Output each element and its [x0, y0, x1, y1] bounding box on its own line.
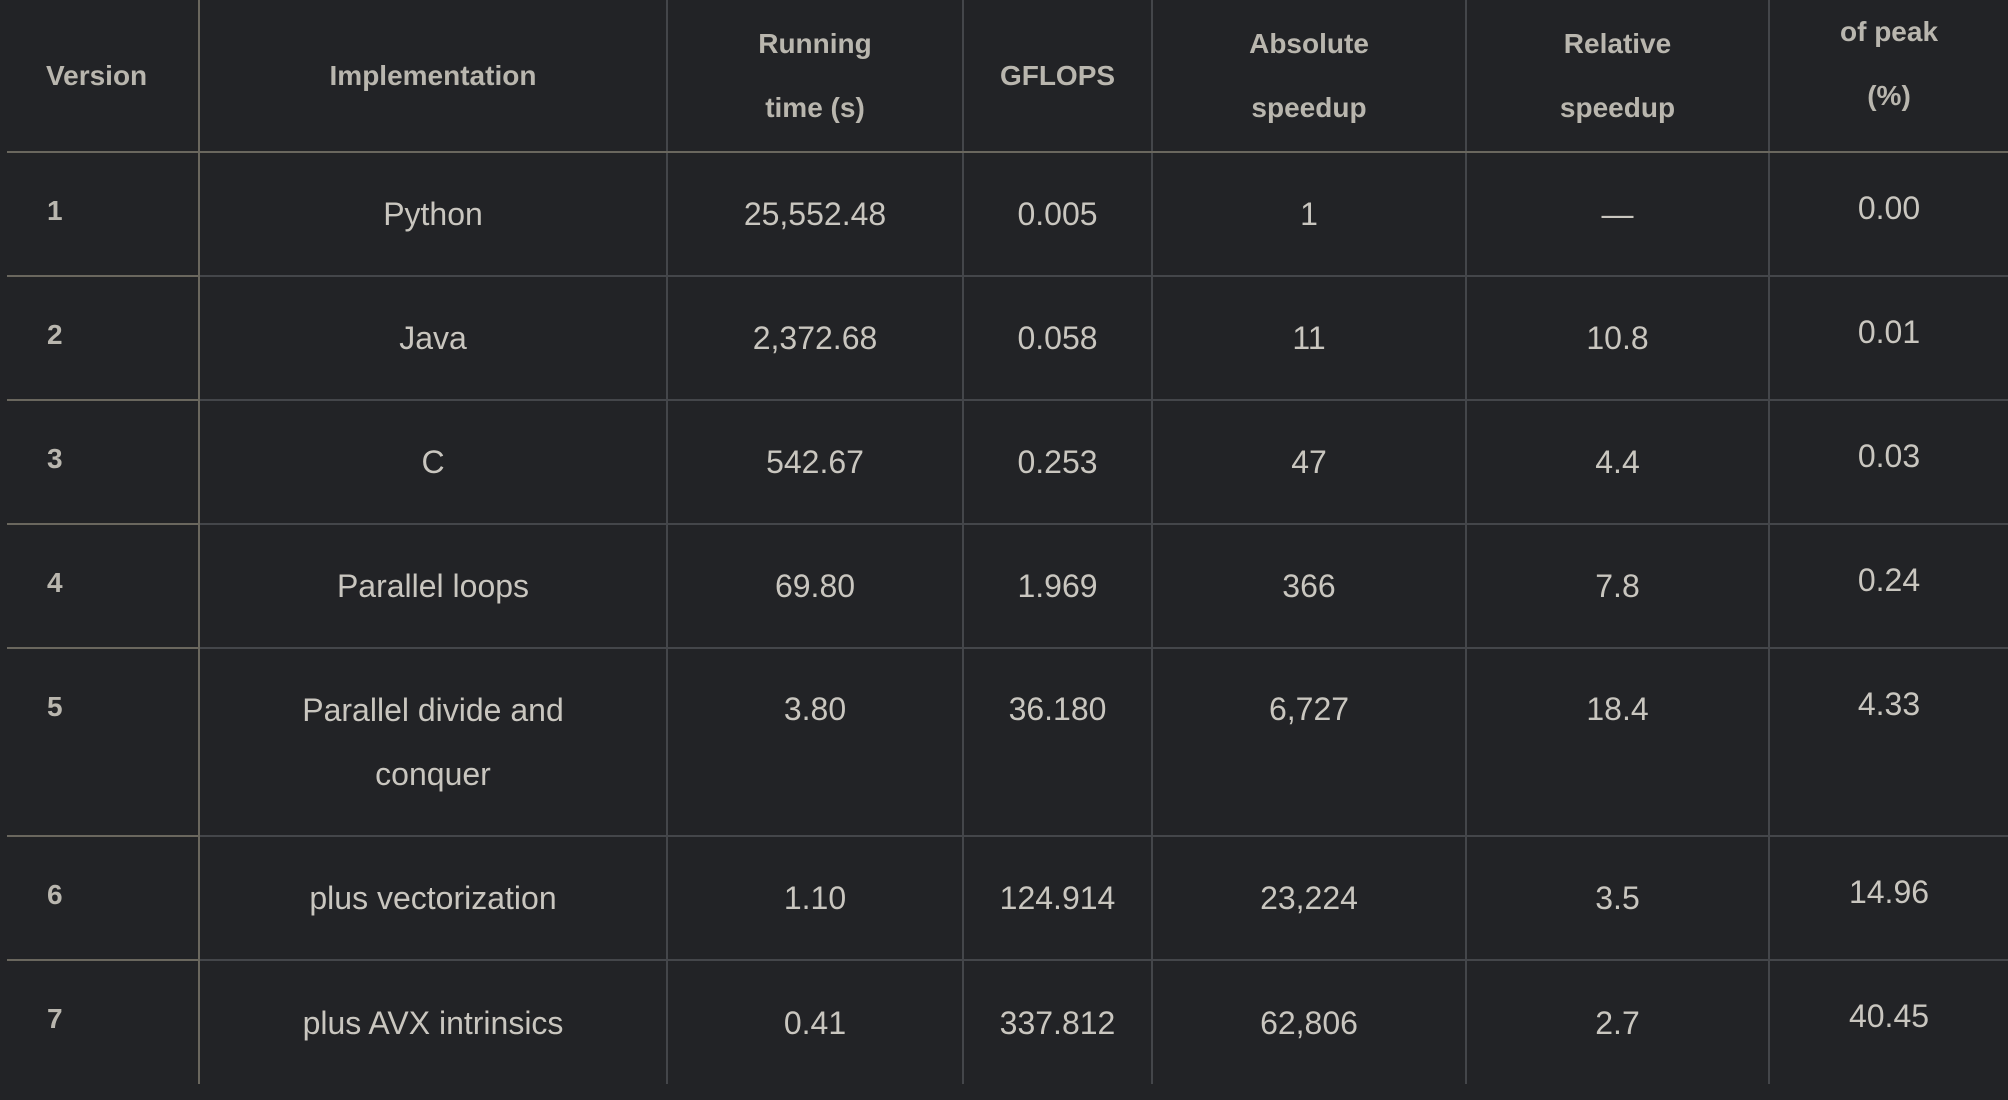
performance-table: Version Implementation Running time (s) … — [7, 0, 2008, 1084]
cell-gflops: 124.914 — [963, 836, 1153, 961]
cell-gflops: 36.180 — [963, 648, 1153, 837]
cell-version: 3 — [7, 400, 200, 525]
cell-version: 4 — [7, 524, 200, 649]
table-row: 3 C 542.67 0.253 47 4.4 0.03 — [7, 400, 2008, 525]
cell-absolute-speedup: 366 — [1152, 524, 1467, 649]
cell-relative-speedup: — — [1466, 152, 1770, 277]
cell-relative-speedup: 4.4 — [1466, 400, 1770, 525]
cell-relative-speedup: 3.5 — [1466, 836, 1770, 961]
cell-of-peak: 40.45 — [1848, 998, 1930, 1034]
cell-of-peak: 14.96 — [1769, 836, 2008, 961]
cell-version: 6 — [7, 836, 200, 961]
cell-absolute-speedup: 47 — [1152, 400, 1467, 525]
cell-implementation: Parallel loops — [199, 524, 668, 649]
cell-gflops: 337.812 — [963, 960, 1153, 1084]
cell-running-time: 542.67 — [667, 400, 964, 525]
cell-gflops: 1.969 — [963, 524, 1153, 649]
cell-version: 7 — [7, 960, 200, 1084]
cell-version: 2 — [7, 276, 200, 401]
cell-version: 1 — [7, 152, 200, 277]
header-of-peak: of peak (%) — [1769, 0, 2008, 153]
cell-running-time: 69.80 — [667, 524, 964, 649]
cell-of-peak: 4.33 — [1769, 648, 2008, 837]
table-row: 2 Java 2,372.68 0.058 11 10.8 0.01 — [7, 276, 2008, 401]
cell-relative-speedup: 18.4 — [1466, 648, 1770, 837]
header-version: Version — [7, 0, 200, 153]
cell-absolute-speedup: 11 — [1152, 276, 1467, 401]
cell-implementation: C — [199, 400, 668, 525]
table-row: 1 Python 25,552.48 0.005 1 — 0.00 — [7, 152, 2008, 277]
table-row: 6 plus vectorization 1.10 124.914 23,224… — [7, 836, 2008, 961]
header-implementation: Implementation — [199, 0, 668, 153]
header-relative-speedup: Relative speedup — [1466, 0, 1770, 153]
cell-implementation: Java — [199, 276, 668, 401]
cell-absolute-speedup: 6,727 — [1152, 648, 1467, 837]
cell-of-peak: 0.24 — [1769, 524, 2008, 649]
cell-running-time: 0.41 — [667, 960, 964, 1084]
cell-running-time: 3.80 — [667, 648, 964, 837]
cell-relative-speedup: 2.7 — [1466, 960, 1770, 1084]
table-row: 4 Parallel loops 69.80 1.969 366 7.8 0.2… — [7, 524, 2008, 649]
cell-version: 5 — [7, 648, 200, 837]
cell-running-time: 1.10 — [667, 836, 964, 961]
table-row: 5 Parallel divide and conquer 3.80 36.18… — [7, 648, 2008, 837]
table-body: 1 Python 25,552.48 0.005 1 — 0.00 2 Java… — [7, 152, 2008, 1084]
cell-implementation: plus vectorization — [199, 836, 668, 961]
cell-of-peak: 0.01 — [1769, 276, 2008, 401]
cell-absolute-speedup: 23,224 — [1152, 836, 1467, 961]
table-header: Version Implementation Running time (s) … — [7, 0, 2008, 153]
cell-implementation: Parallel divide and conquer — [199, 648, 668, 837]
header-row: Version Implementation Running time (s) … — [7, 0, 2008, 153]
cell-relative-speedup: 7.8 — [1466, 524, 1770, 649]
cell-gflops: 0.005 — [963, 152, 1153, 277]
cell-of-peak: 0.00 — [1769, 152, 2008, 277]
cell-absolute-speedup: 1 — [1152, 152, 1467, 277]
table-row: 7 plus AVX intrinsics 0.41 337.812 62,80… — [7, 960, 2008, 1084]
performance-table-container: Version Implementation Running time (s) … — [7, 0, 2008, 1100]
cell-gflops: 0.058 — [963, 276, 1153, 401]
cell-implementation: Python — [199, 152, 668, 277]
cell-relative-speedup: 10.8 — [1466, 276, 1770, 401]
header-absolute-speedup: Absolute speedup — [1152, 0, 1467, 153]
cell-implementation: plus AVX intrinsics — [199, 960, 668, 1084]
header-running-time: Running time (s) — [667, 0, 964, 153]
cell-of-peak: 0.03 — [1769, 400, 2008, 525]
header-gflops: GFLOPS — [963, 0, 1153, 153]
cell-absolute-speedup: 62,806 — [1152, 960, 1467, 1084]
cell-running-time: 25,552.48 — [667, 152, 964, 277]
cell-gflops: 0.253 — [963, 400, 1153, 525]
cell-running-time: 2,372.68 — [667, 276, 964, 401]
